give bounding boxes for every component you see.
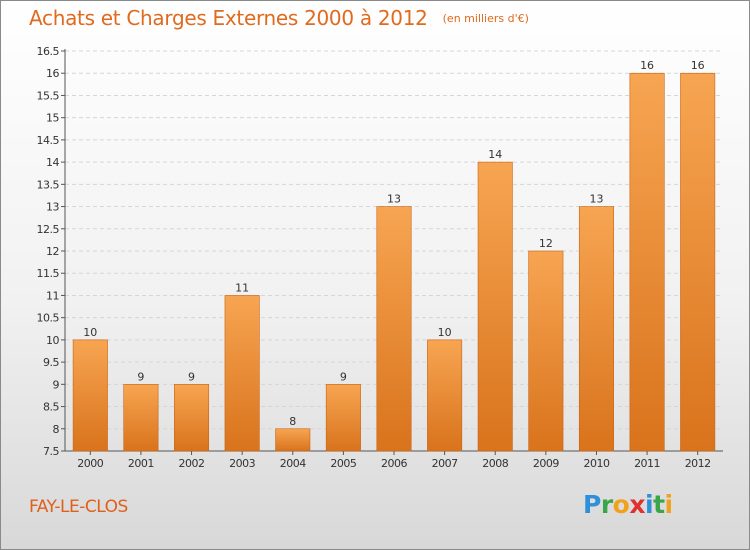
labels: 7.5 8 8.5 9 9.5 10 10.5 11 11.5 12 12.5 13 13.5 14 14.…	[37, 45, 712, 470]
bar-value-label: 11	[235, 281, 249, 294]
y-tick-label: 9.5	[43, 356, 59, 369]
logo-letter: P	[583, 490, 601, 519]
bar	[629, 72, 665, 452]
y-tick-label: 8.5	[43, 401, 59, 414]
x-tick-label: 2008	[482, 457, 508, 470]
bar-value-label: 10	[83, 326, 97, 339]
x-tick-label: 2005	[330, 457, 356, 470]
town-name: FAY-LE-CLOS	[29, 497, 128, 517]
bar-value-label: 12	[539, 237, 553, 250]
x-tick-label: 2007	[432, 457, 458, 470]
x-tick-label: 2011	[634, 457, 660, 470]
bar	[275, 428, 311, 452]
y-tick-label: 16.5	[37, 45, 60, 58]
y-tick-label: 11.5	[37, 267, 60, 280]
y-tick-label: 13.5	[37, 178, 60, 191]
bar	[123, 384, 159, 452]
chart-subtitle: (en milliers d'€)	[442, 12, 529, 25]
bars	[72, 72, 716, 452]
y-tick-label: 15	[46, 112, 59, 125]
bar	[427, 339, 463, 452]
logo-letter: i	[664, 490, 674, 519]
y-tick-label: 14	[46, 156, 59, 169]
title-row: Achats et Charges Externes 2000 à 2012 (…	[29, 6, 529, 30]
x-tick-label: 2000	[77, 457, 103, 470]
bar-value-label: 13	[387, 193, 401, 206]
bar	[578, 206, 614, 452]
y-tick-label: 8	[53, 423, 60, 436]
chart-title: Achats et Charges Externes 2000 à 2012	[29, 6, 428, 30]
bar	[72, 339, 108, 452]
bar	[224, 295, 260, 452]
x-tick-label: 2002	[179, 457, 205, 470]
bar	[477, 161, 513, 452]
logo-letter: i	[645, 490, 654, 519]
x-tick-label: 2003	[229, 457, 255, 470]
bar-value-label: 9	[137, 370, 144, 383]
x-tick-label: 2009	[533, 457, 559, 470]
y-tick-label: 13	[46, 201, 59, 214]
y-tick-label: 10.5	[37, 312, 60, 325]
bar-value-label: 13	[589, 193, 603, 206]
bar	[325, 384, 361, 452]
bar	[376, 206, 412, 452]
logo-letter: o	[612, 490, 630, 519]
bar-value-label: 9	[188, 370, 195, 383]
bar	[174, 384, 210, 452]
logo-letter: x	[629, 490, 645, 519]
logo-letter: r	[600, 490, 613, 519]
bar-value-label: 16	[691, 59, 705, 72]
y-tick-label: 9	[53, 378, 60, 391]
y-tick-label: 15.5	[37, 89, 60, 102]
bar-value-label: 16	[640, 59, 654, 72]
bar-value-label: 8	[289, 415, 296, 428]
proxiti-logo: Proxiti	[583, 490, 673, 519]
y-tick-label: 12.5	[37, 223, 60, 236]
y-tick-label: 16	[46, 67, 59, 80]
y-tick-label: 10	[46, 334, 59, 347]
bar-value-label: 14	[488, 148, 502, 161]
bar	[528, 250, 564, 452]
x-tick-label: 2006	[381, 457, 407, 470]
x-tick-label: 2004	[280, 457, 306, 470]
x-tick-label: 2012	[685, 457, 711, 470]
logo-letter: t	[653, 490, 665, 519]
y-tick-label: 11	[46, 289, 59, 302]
y-tick-label: 14.5	[37, 134, 60, 147]
bar	[680, 72, 716, 452]
x-tick-label: 2010	[583, 457, 609, 470]
y-tick-label: 12	[46, 245, 59, 258]
y-tick-label: 7.5	[43, 445, 59, 458]
x-tick-label: 2001	[128, 457, 154, 470]
bar-value-label: 10	[438, 326, 452, 339]
bar-value-label: 9	[340, 370, 347, 383]
